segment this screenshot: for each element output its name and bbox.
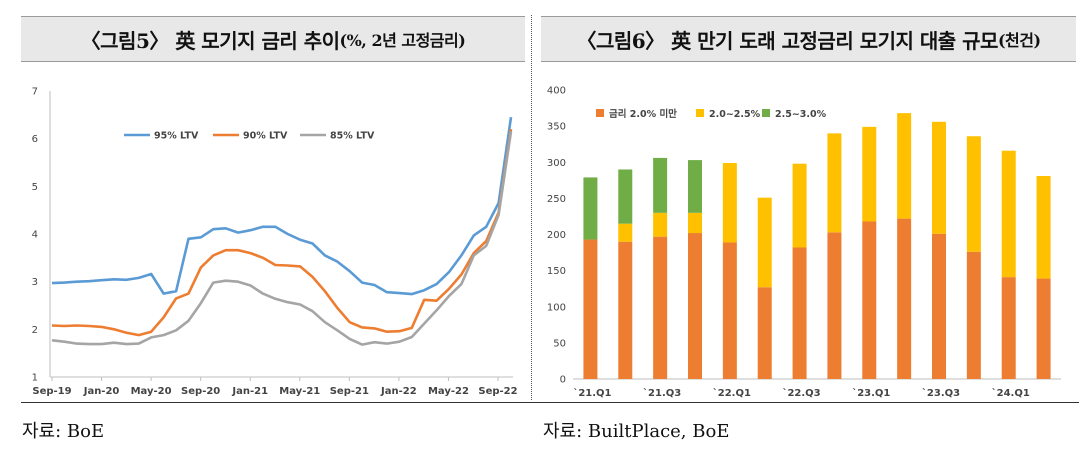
y-tick-label: 7 [32, 87, 38, 98]
legend-swatch [762, 109, 770, 117]
right-chart-panel: 〈그림6〉 英 만기 도래 고정금리 모기지 대출 규모 (천건) 0 50 100 1… [533, 0, 1089, 458]
bar-segment [653, 157, 668, 213]
legend-label: 95% LTV [154, 131, 199, 142]
y-tick-label: 200 [547, 230, 566, 241]
bar-segment [618, 223, 633, 242]
y-tick-label: 5 [32, 182, 38, 193]
bar-segment [966, 136, 981, 252]
bar-segment [1001, 150, 1016, 278]
series-line [51, 131, 513, 346]
series-line [51, 117, 513, 296]
y-tick-label: 250 [547, 194, 566, 205]
y-tick-label: 3 [32, 277, 38, 288]
bar-segment [897, 218, 912, 379]
x-tick-label: May-22 [428, 386, 469, 397]
bar-segment [932, 121, 946, 234]
x-tick-label: `24.Q1 [992, 387, 1030, 399]
y-tick-label: 350 [547, 122, 566, 133]
right-chart-title: 〈그림6〉 英 만기 도래 고정금리 모기지 대출 규모 (천건) [541, 16, 1076, 62]
legend-label: 90% LTV [243, 131, 288, 142]
x-tick-label: `21.Q3 [643, 387, 681, 399]
y-tick-label: 2 [32, 325, 38, 336]
bar-segment [1001, 277, 1016, 379]
y-tick-label: 300 [547, 158, 566, 169]
left-chart-title: 〈그림5〉 英 모기지 금리 추이 (%, 2년 고정금리) [21, 16, 525, 62]
mortgage-rate-line-chart: 1 2 3 4 5 6 7 Sep-19 Jan-20 May-20 Sep-20 Jan-21 May… [32, 87, 518, 398]
legend-swatch [696, 109, 704, 117]
right-title-sub: (천건) [997, 31, 1041, 50]
y-tick-label: 400 [547, 86, 566, 97]
bar-segment [862, 221, 877, 379]
bar-segment [792, 247, 807, 379]
bar-segment [688, 212, 702, 234]
bar-segment [618, 241, 633, 379]
x-tick-label: Jan-20 [83, 386, 120, 397]
y-tick-label: 0 [560, 375, 566, 386]
series-line [51, 128, 513, 337]
bar-segment [757, 287, 772, 379]
legend-label: 2.5~3.0% [775, 109, 827, 120]
x-tick-label: `22.Q1 [713, 387, 751, 399]
y-tick-label: 50 [553, 338, 566, 349]
x-tick-label: `23.Q3 [922, 387, 960, 399]
left-source-note: 자료: BoE [22, 421, 105, 442]
bar-segment [1036, 175, 1051, 279]
bar-segment [757, 197, 772, 288]
bar-segment [792, 163, 807, 248]
y-tick-label: 4 [32, 230, 38, 241]
x-tick-label: `22.Q3 [782, 387, 820, 399]
left-chart-panel: 〈그림5〉 英 모기지 금리 추이 (%, 2년 고정금리) 1 2 3 4 5 6 7 Sep… [0, 0, 532, 458]
x-tick-label: Jan-22 [380, 386, 417, 397]
x-tick-label: Jan-21 [231, 386, 268, 397]
legend-label: 85% LTV [330, 131, 375, 142]
bar-segment [966, 251, 981, 379]
right-title-main: 〈그림6〉 英 만기 도래 고정금리 모기지 대출 규모 [576, 28, 998, 53]
x-tick-label: May-21 [279, 386, 320, 397]
bar-segment [722, 162, 737, 243]
right-source-note: 자료: BuiltPlace, BoE [543, 421, 730, 442]
bar-segment [618, 169, 633, 224]
legend-label: 금리 2.0% 미만 [609, 108, 677, 120]
legend-label: 2.0~2.5% [709, 109, 761, 120]
maturing-mortgage-bar-chart: 0 50 100 150 200 250 300 350 400 `21.Q1 `21.Q3 `22.… [547, 86, 1061, 399]
left-title-main: 〈그림5〉 英 모기지 금리 추이 [80, 28, 340, 53]
x-tick-label: Sep-19 [32, 386, 71, 397]
y-tick-label: 1 [32, 373, 38, 384]
y-tick-label: 6 [32, 134, 38, 145]
x-tick-label: `21.Q1 [573, 387, 611, 399]
x-tick-label: Sep-20 [181, 386, 220, 397]
x-tick-label: `23.Q1 [852, 387, 890, 399]
panel-divider [531, 15, 532, 400]
bar-segment [862, 126, 877, 222]
bar-segment [1036, 278, 1051, 379]
bar-segment [653, 236, 668, 379]
y-tick-label: 100 [547, 302, 566, 313]
bar-segment [722, 242, 737, 379]
bar-segment [932, 233, 946, 379]
bar-segment [583, 177, 598, 240]
bottom-rule [21, 402, 1079, 403]
bar-segment [897, 113, 912, 219]
x-tick-label: May-20 [131, 386, 172, 397]
legend-swatch [596, 109, 604, 117]
y-tick-label: 150 [547, 266, 566, 277]
bar-segment [653, 212, 668, 237]
left-title-sub: (%, 2년 고정금리) [339, 31, 466, 50]
x-tick-label: Sep-21 [330, 386, 369, 397]
bar-segment [827, 232, 842, 379]
x-tick-label: Sep-22 [478, 386, 517, 397]
bar-segment [827, 133, 842, 233]
bar-segment [688, 233, 702, 379]
bar-segment [583, 239, 598, 379]
bar-segment [688, 160, 702, 213]
